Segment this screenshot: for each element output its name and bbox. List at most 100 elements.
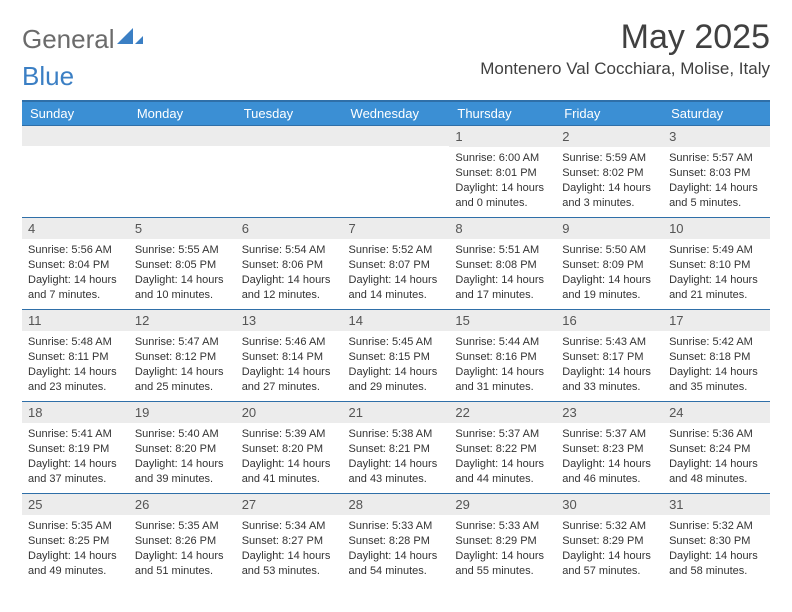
day-details: Sunrise: 5:35 AMSunset: 8:26 PMDaylight:… — [129, 515, 236, 582]
day-number: 7 — [343, 218, 450, 239]
sunset-text: Sunset: 8:07 PM — [349, 258, 444, 273]
calendar-day-cell: 13Sunrise: 5:46 AMSunset: 8:14 PMDayligh… — [236, 310, 343, 402]
daylight-text: Daylight: 14 hours and 35 minutes. — [669, 365, 764, 395]
day-number: 5 — [129, 218, 236, 239]
daylight-text: Daylight: 14 hours and 5 minutes. — [669, 181, 764, 211]
sunrise-text: Sunrise: 5:37 AM — [562, 427, 657, 442]
daylight-text: Daylight: 14 hours and 23 minutes. — [28, 365, 123, 395]
calendar-day-cell: 9Sunrise: 5:50 AMSunset: 8:09 PMDaylight… — [556, 218, 663, 310]
sunset-text: Sunset: 8:29 PM — [455, 534, 550, 549]
day-number: 16 — [556, 310, 663, 331]
sunrise-text: Sunrise: 5:50 AM — [562, 243, 657, 258]
sunset-text: Sunset: 8:21 PM — [349, 442, 444, 457]
day-details: Sunrise: 5:34 AMSunset: 8:27 PMDaylight:… — [236, 515, 343, 582]
sunset-text: Sunset: 8:10 PM — [669, 258, 764, 273]
calendar-day-cell: 6Sunrise: 5:54 AMSunset: 8:06 PMDaylight… — [236, 218, 343, 310]
daylight-text: Daylight: 14 hours and 51 minutes. — [135, 549, 230, 579]
day-details: Sunrise: 5:42 AMSunset: 8:18 PMDaylight:… — [663, 331, 770, 398]
day-number: 4 — [22, 218, 129, 239]
day-number: 17 — [663, 310, 770, 331]
sunrise-text: Sunrise: 5:36 AM — [669, 427, 764, 442]
calendar-day-cell: 17Sunrise: 5:42 AMSunset: 8:18 PMDayligh… — [663, 310, 770, 402]
day-details: Sunrise: 5:36 AMSunset: 8:24 PMDaylight:… — [663, 423, 770, 490]
daylight-text: Daylight: 14 hours and 54 minutes. — [349, 549, 444, 579]
sunrise-text: Sunrise: 5:45 AM — [349, 335, 444, 350]
sunset-text: Sunset: 8:19 PM — [28, 442, 123, 457]
sunrise-text: Sunrise: 5:35 AM — [28, 519, 123, 534]
sunset-text: Sunset: 8:15 PM — [349, 350, 444, 365]
daylight-text: Daylight: 14 hours and 37 minutes. — [28, 457, 123, 487]
daylight-text: Daylight: 14 hours and 10 minutes. — [135, 273, 230, 303]
day-number: 14 — [343, 310, 450, 331]
day-details: Sunrise: 5:57 AMSunset: 8:03 PMDaylight:… — [663, 147, 770, 214]
calendar-day-cell: 31Sunrise: 5:32 AMSunset: 8:30 PMDayligh… — [663, 494, 770, 586]
day-number: 9 — [556, 218, 663, 239]
day-details: Sunrise: 5:38 AMSunset: 8:21 PMDaylight:… — [343, 423, 450, 490]
sunrise-text: Sunrise: 5:37 AM — [455, 427, 550, 442]
day-details: Sunrise: 5:32 AMSunset: 8:30 PMDaylight:… — [663, 515, 770, 582]
daylight-text: Daylight: 14 hours and 31 minutes. — [455, 365, 550, 395]
sunrise-text: Sunrise: 5:39 AM — [242, 427, 337, 442]
calendar-week-row: 18Sunrise: 5:41 AMSunset: 8:19 PMDayligh… — [22, 402, 770, 494]
day-details: Sunrise: 5:52 AMSunset: 8:07 PMDaylight:… — [343, 239, 450, 306]
sunset-text: Sunset: 8:02 PM — [562, 166, 657, 181]
day-number: 31 — [663, 494, 770, 515]
sunrise-text: Sunrise: 5:51 AM — [455, 243, 550, 258]
sunrise-text: Sunrise: 6:00 AM — [455, 151, 550, 166]
sunrise-text: Sunrise: 5:32 AM — [562, 519, 657, 534]
calendar-week-row: 4Sunrise: 5:56 AMSunset: 8:04 PMDaylight… — [22, 218, 770, 310]
day-number: 28 — [343, 494, 450, 515]
calendar-day-cell: 28Sunrise: 5:33 AMSunset: 8:28 PMDayligh… — [343, 494, 450, 586]
calendar-day-cell: 24Sunrise: 5:36 AMSunset: 8:24 PMDayligh… — [663, 402, 770, 494]
day-details: Sunrise: 5:43 AMSunset: 8:17 PMDaylight:… — [556, 331, 663, 398]
day-details: Sunrise: 5:37 AMSunset: 8:22 PMDaylight:… — [449, 423, 556, 490]
daylight-text: Daylight: 14 hours and 25 minutes. — [135, 365, 230, 395]
sunset-text: Sunset: 8:04 PM — [28, 258, 123, 273]
day-number: 30 — [556, 494, 663, 515]
sunset-text: Sunset: 8:16 PM — [455, 350, 550, 365]
sunrise-text: Sunrise: 5:33 AM — [455, 519, 550, 534]
day-number: 10 — [663, 218, 770, 239]
daylight-text: Daylight: 14 hours and 39 minutes. — [135, 457, 230, 487]
daylight-text: Daylight: 14 hours and 44 minutes. — [455, 457, 550, 487]
day-details: Sunrise: 5:46 AMSunset: 8:14 PMDaylight:… — [236, 331, 343, 398]
sunset-text: Sunset: 8:27 PM — [242, 534, 337, 549]
logo-sail-icon — [117, 26, 143, 46]
daylight-text: Daylight: 14 hours and 53 minutes. — [242, 549, 337, 579]
sunrise-text: Sunrise: 5:43 AM — [562, 335, 657, 350]
sunset-text: Sunset: 8:22 PM — [455, 442, 550, 457]
day-number — [343, 126, 450, 146]
day-details: Sunrise: 5:54 AMSunset: 8:06 PMDaylight:… — [236, 239, 343, 306]
sunrise-text: Sunrise: 5:40 AM — [135, 427, 230, 442]
day-details: Sunrise: 5:37 AMSunset: 8:23 PMDaylight:… — [556, 423, 663, 490]
sunset-text: Sunset: 8:20 PM — [135, 442, 230, 457]
calendar-day-cell: 23Sunrise: 5:37 AMSunset: 8:23 PMDayligh… — [556, 402, 663, 494]
calendar-day-cell — [22, 126, 129, 218]
sunset-text: Sunset: 8:30 PM — [669, 534, 764, 549]
day-details: Sunrise: 5:56 AMSunset: 8:04 PMDaylight:… — [22, 239, 129, 306]
daylight-text: Daylight: 14 hours and 33 minutes. — [562, 365, 657, 395]
calendar-day-cell: 10Sunrise: 5:49 AMSunset: 8:10 PMDayligh… — [663, 218, 770, 310]
daylight-text: Daylight: 14 hours and 41 minutes. — [242, 457, 337, 487]
calendar-day-cell: 12Sunrise: 5:47 AMSunset: 8:12 PMDayligh… — [129, 310, 236, 402]
sunrise-text: Sunrise: 5:41 AM — [28, 427, 123, 442]
weekday-header: Tuesday — [236, 101, 343, 126]
sunset-text: Sunset: 8:06 PM — [242, 258, 337, 273]
weekday-header: Thursday — [449, 101, 556, 126]
sunset-text: Sunset: 8:12 PM — [135, 350, 230, 365]
sunset-text: Sunset: 8:01 PM — [455, 166, 550, 181]
daylight-text: Daylight: 14 hours and 12 minutes. — [242, 273, 337, 303]
calendar-day-cell: 11Sunrise: 5:48 AMSunset: 8:11 PMDayligh… — [22, 310, 129, 402]
sunset-text: Sunset: 8:03 PM — [669, 166, 764, 181]
day-number: 2 — [556, 126, 663, 147]
daylight-text: Daylight: 14 hours and 46 minutes. — [562, 457, 657, 487]
day-number: 26 — [129, 494, 236, 515]
sunrise-text: Sunrise: 5:57 AM — [669, 151, 764, 166]
daylight-text: Daylight: 14 hours and 21 minutes. — [669, 273, 764, 303]
weekday-header: Sunday — [22, 101, 129, 126]
day-details: Sunrise: 5:50 AMSunset: 8:09 PMDaylight:… — [556, 239, 663, 306]
day-details: Sunrise: 5:32 AMSunset: 8:29 PMDaylight:… — [556, 515, 663, 582]
sunset-text: Sunset: 8:23 PM — [562, 442, 657, 457]
calendar-day-cell: 26Sunrise: 5:35 AMSunset: 8:26 PMDayligh… — [129, 494, 236, 586]
calendar-day-cell: 16Sunrise: 5:43 AMSunset: 8:17 PMDayligh… — [556, 310, 663, 402]
